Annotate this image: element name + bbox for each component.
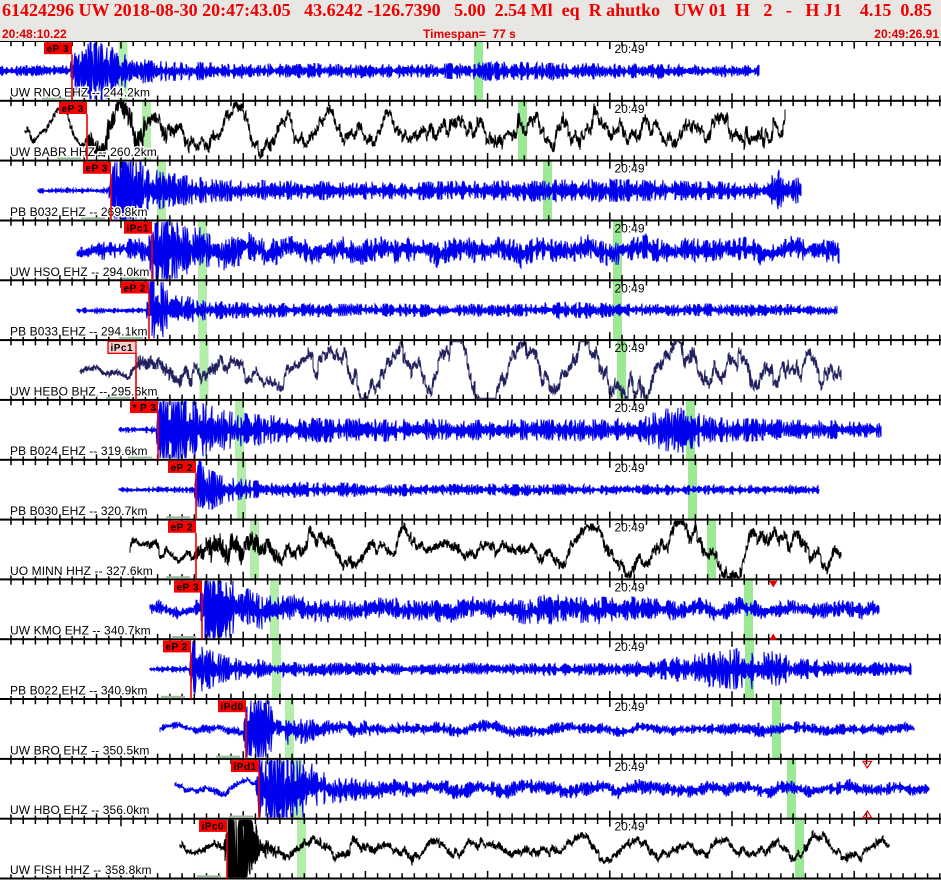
svg-text:eP 2: eP 2	[166, 642, 188, 653]
svg-text:UW KMO EHZ -- 340.7km: UW KMO EHZ -- 340.7km	[10, 624, 151, 638]
svg-text:20:49: 20:49	[615, 42, 645, 56]
svg-text:20:49: 20:49	[615, 162, 645, 176]
svg-text:PB B030 EHZ -- 320.7km: PB B030 EHZ -- 320.7km	[10, 504, 148, 518]
svg-text:UW FISH HHZ -- 358.8km: UW FISH HHZ -- 358.8km	[10, 863, 152, 877]
svg-text:20:49: 20:49	[615, 580, 645, 594]
svg-text:20:49: 20:49	[615, 102, 645, 116]
svg-text:eP 3: eP 3	[86, 164, 108, 175]
svg-text:eP 3: eP 3	[62, 104, 84, 115]
svg-text:iPd1: iPd1	[234, 762, 257, 773]
svg-text:* P 3: * P 3	[133, 403, 157, 414]
svg-text:iPc0: iPc0	[202, 822, 225, 833]
svg-text:20:49: 20:49	[615, 281, 645, 295]
svg-text:UW BRO EHZ -- 350.5km: UW BRO EHZ -- 350.5km	[10, 743, 149, 757]
svg-text:UW HSO EHZ -- 294.0km: UW HSO EHZ -- 294.0km	[10, 265, 149, 279]
svg-text:UW RNO EHZ -- 244.2km: UW RNO EHZ -- 244.2km	[10, 85, 150, 99]
svg-text:eP 2: eP 2	[124, 283, 146, 294]
svg-text:PB B024 EHZ -- 319.6km: PB B024 EHZ -- 319.6km	[10, 444, 148, 458]
svg-text:iPc1: iPc1	[111, 343, 134, 354]
svg-text:UW BABR HHZ -- 260.2km: UW BABR HHZ -- 260.2km	[10, 145, 157, 159]
svg-text:20:49: 20:49	[615, 341, 645, 355]
svg-text:eP 2: eP 2	[171, 523, 193, 534]
svg-text:20:49: 20:49	[615, 222, 645, 236]
svg-text:UO MINN HHZ -- 327.6km: UO MINN HHZ -- 327.6km	[10, 564, 153, 578]
svg-text:eP 3: eP 3	[47, 44, 69, 55]
svg-text:20:49: 20:49	[615, 700, 645, 714]
svg-text:20:49: 20:49	[615, 760, 645, 774]
svg-text:PB B032 EHZ -- 269.8km: PB B032 EHZ -- 269.8km	[10, 205, 148, 219]
svg-text:iPc1: iPc1	[127, 224, 150, 235]
svg-text:eP 2: eP 2	[171, 463, 193, 474]
svg-text:UW HEBO BHZ -- 295.6km: UW HEBO BHZ -- 295.6km	[10, 384, 158, 398]
svg-text:20:49: 20:49	[615, 640, 645, 654]
svg-text:20:49: 20:49	[615, 820, 645, 834]
svg-text:20:49: 20:49	[615, 461, 645, 475]
svg-text:eP 3: eP 3	[177, 582, 199, 593]
svg-text:20:49: 20:49	[615, 521, 645, 535]
svg-text:PB B022 EHZ -- 340.9km: PB B022 EHZ -- 340.9km	[10, 684, 148, 698]
svg-text:UW HBO EHZ -- 356.0km: UW HBO EHZ -- 356.0km	[10, 803, 149, 817]
svg-text:20:49: 20:49	[615, 401, 645, 415]
svg-text:iPd0: iPd0	[221, 702, 244, 713]
svg-text:PB B033 EHZ -- 294.1km: PB B033 EHZ -- 294.1km	[10, 325, 148, 339]
